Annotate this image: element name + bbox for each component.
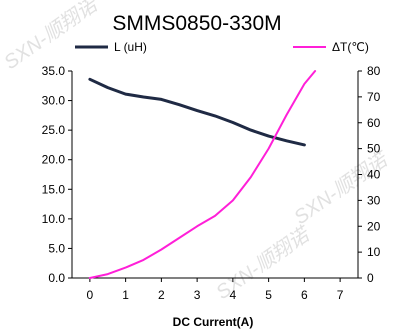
y-right-tick-label: 10	[367, 245, 381, 259]
watermark-text: SXN-顺翔诺	[290, 148, 393, 230]
y-left-tick-label: 10.0	[42, 212, 66, 226]
x-axis-label: DC Current(A)	[173, 315, 254, 329]
y-right-tick-label: 50	[367, 142, 381, 156]
x-tick-label: 2	[158, 288, 165, 302]
watermark-text: SXN-顺翔诺	[0, 0, 103, 74]
x-tick-label: 4	[230, 288, 237, 302]
y-right-tick-label: 0	[367, 271, 374, 285]
y-right-tick-label: 60	[367, 116, 381, 130]
axes: 0.05.010.015.020.025.030.035.00102030405…	[42, 64, 381, 302]
chart-title: SMMS0850-330M	[112, 12, 281, 35]
series-layer	[88, 70, 317, 279]
y-left-tick-label: 20.0	[42, 153, 66, 167]
y-left-tick-label: 15.0	[42, 182, 66, 196]
x-tick-label: 6	[301, 288, 308, 302]
y-left-tick-label: 35.0	[42, 64, 66, 78]
series-line-temperature	[88, 70, 317, 279]
legend-label-inductance: L (uH)	[114, 40, 147, 54]
series-line-inductance	[88, 77, 306, 147]
x-tick-label: 3	[194, 288, 201, 302]
x-tick-label: 5	[265, 288, 272, 302]
x-tick-label: 0	[87, 288, 94, 302]
y-left-tick-label: 25.0	[42, 123, 66, 137]
y-left-tick-label: 5.0	[48, 241, 65, 255]
x-tick-label: 7	[337, 288, 344, 302]
x-tick-label: 1	[122, 288, 129, 302]
y-right-tick-label: 20	[367, 219, 381, 233]
y-left-tick-label: 30.0	[42, 94, 66, 108]
y-right-tick-label: 80	[367, 64, 381, 78]
y-left-tick-label: 0.0	[48, 271, 65, 285]
y-right-tick-label: 30	[367, 193, 381, 207]
y-right-tick-label: 40	[367, 168, 381, 182]
legend-label-temperature: ΔT(℃)	[332, 40, 369, 54]
y-right-tick-label: 70	[367, 90, 381, 104]
legend: L (uH) ΔT(℃)	[75, 40, 369, 54]
